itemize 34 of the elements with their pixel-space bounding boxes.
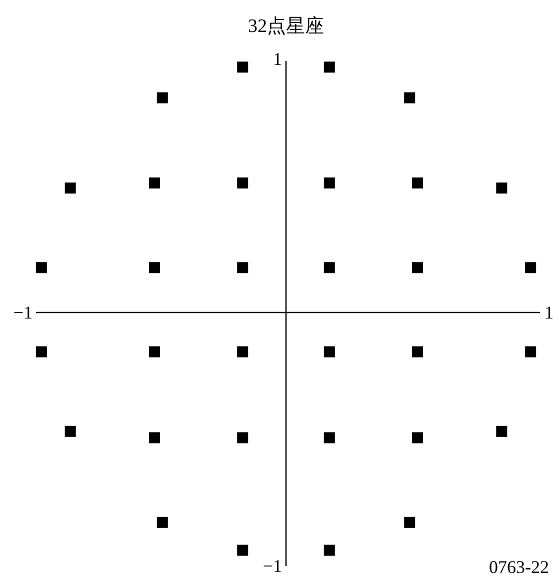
point xyxy=(36,262,47,274)
point xyxy=(237,262,248,274)
point xyxy=(324,432,335,444)
point xyxy=(156,92,168,104)
point xyxy=(324,62,335,73)
point xyxy=(525,346,536,358)
chart-title: 32点星座 xyxy=(248,15,324,37)
point xyxy=(412,432,423,444)
point xyxy=(324,346,335,358)
point xyxy=(149,262,160,274)
point xyxy=(149,346,160,358)
point xyxy=(156,516,168,528)
point xyxy=(237,346,248,358)
point xyxy=(412,262,423,274)
point xyxy=(404,92,416,104)
point xyxy=(496,426,508,437)
point xyxy=(149,177,160,188)
point xyxy=(64,426,76,437)
point xyxy=(324,177,335,188)
point xyxy=(64,182,76,194)
point xyxy=(237,177,248,188)
point xyxy=(496,182,508,194)
point xyxy=(404,516,416,528)
point xyxy=(237,544,248,556)
point xyxy=(412,346,423,358)
point xyxy=(237,432,248,444)
point xyxy=(36,346,47,358)
point xyxy=(237,62,248,73)
point xyxy=(525,262,536,274)
point xyxy=(149,432,160,444)
point xyxy=(412,177,423,188)
point xyxy=(324,262,335,274)
annotation: 0763-22 xyxy=(489,557,549,577)
point xyxy=(324,544,335,556)
